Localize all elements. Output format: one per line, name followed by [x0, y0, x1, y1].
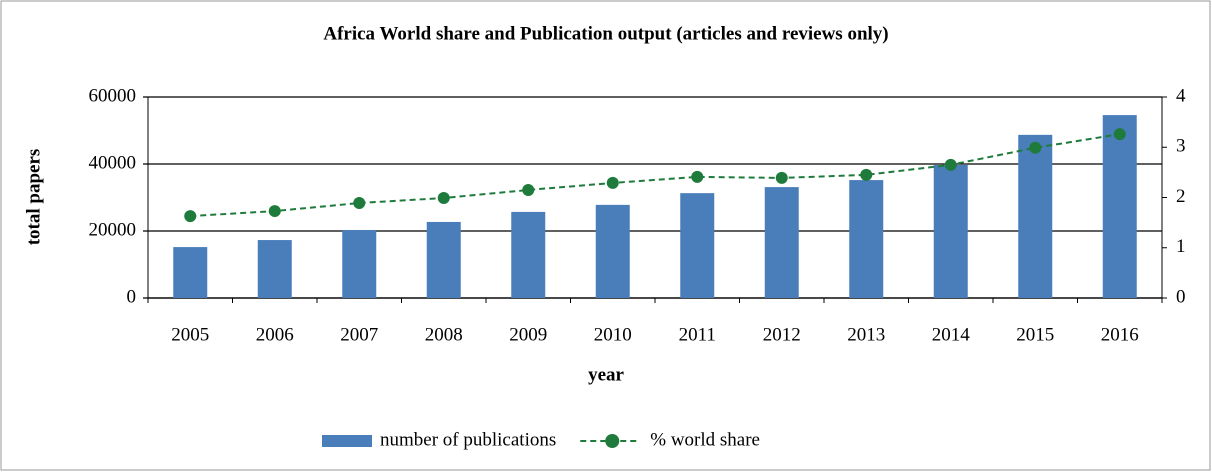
- marker: [775, 171, 788, 184]
- x-tick-label: 2011: [679, 324, 716, 345]
- x-tick-label: 2007: [340, 324, 378, 345]
- y-tick-label: 20000: [89, 219, 137, 240]
- marker: [1113, 128, 1126, 141]
- x-tick-label: 2008: [425, 324, 463, 345]
- chart-title: Africa World share and Publication outpu…: [323, 23, 888, 44]
- y-axis-label: total papers: [23, 149, 44, 246]
- y2-tick-label: 1: [1176, 236, 1186, 257]
- y-tick-label: 40000: [89, 152, 137, 173]
- x-tick-label: 2012: [763, 324, 801, 345]
- x-tick-label: 2015: [1016, 324, 1054, 345]
- line: [190, 133, 1120, 218]
- bar: [764, 187, 799, 298]
- marker: [606, 176, 619, 189]
- bar: [595, 204, 630, 298]
- marker: [268, 205, 281, 218]
- y2-tick-label: 0: [1176, 286, 1186, 307]
- bar: [1102, 115, 1137, 298]
- y2-tick-label: 2: [1176, 186, 1186, 207]
- legend-label: number of publications: [380, 429, 556, 450]
- y2-tick-label: 4: [1176, 85, 1186, 106]
- y-tick-label: 60000: [89, 85, 137, 106]
- bar: [426, 221, 461, 298]
- legend-label: % world share: [650, 429, 760, 450]
- legend-swatch: [605, 434, 620, 448]
- bar: [511, 211, 546, 298]
- legend-swatch: [322, 435, 372, 447]
- x-axis-label: year: [588, 364, 624, 385]
- bar: [680, 193, 715, 298]
- x-tick-label: 2006: [256, 324, 294, 345]
- bar: [933, 165, 968, 298]
- bar: [257, 240, 292, 298]
- x-tick-label: 2010: [594, 324, 632, 345]
- marker: [522, 183, 535, 196]
- bar: [1018, 134, 1053, 298]
- marker: [353, 197, 366, 210]
- marker: [944, 158, 957, 171]
- y2-tick-label: 3: [1176, 136, 1186, 157]
- marker: [691, 170, 704, 183]
- marker: [184, 210, 197, 223]
- x-tick-label: 2005: [171, 324, 209, 345]
- x-tick-label: 2009: [509, 324, 547, 345]
- marker: [860, 168, 873, 181]
- bar: [849, 180, 884, 298]
- marker: [437, 192, 450, 205]
- y-tick-label: 0: [127, 286, 137, 307]
- x-tick-label: 2013: [847, 324, 885, 345]
- marker: [1029, 141, 1042, 154]
- bar: [173, 247, 208, 298]
- x-tick-label: 2014: [932, 324, 971, 345]
- x-tick-label: 2016: [1101, 324, 1139, 345]
- bar: [342, 229, 377, 298]
